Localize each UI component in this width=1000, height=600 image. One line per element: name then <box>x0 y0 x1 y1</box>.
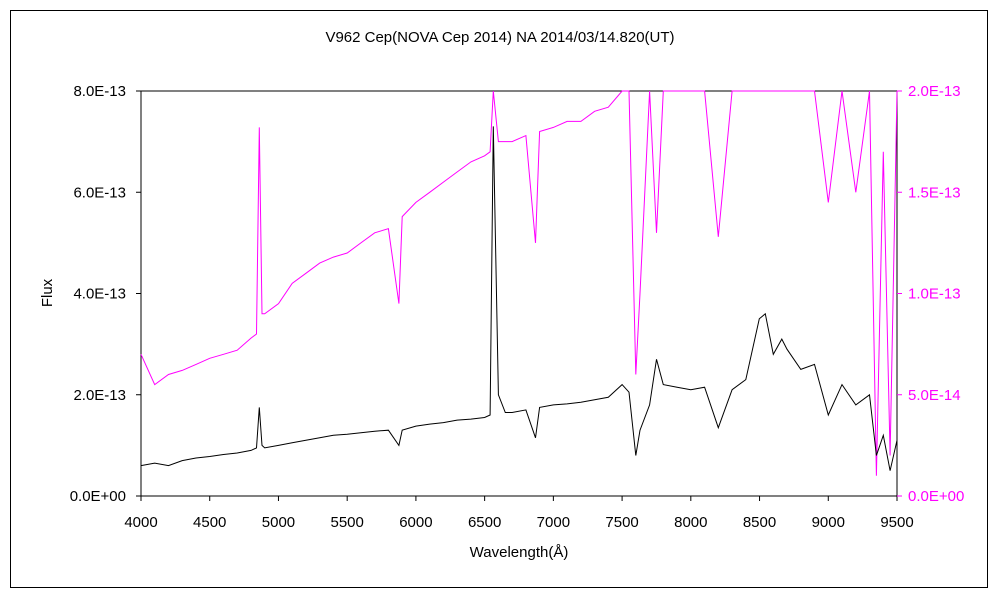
x-tick-label: 5500 <box>330 514 363 531</box>
y-left-tick-label: 4.0E-13 <box>73 286 126 303</box>
y-left-tick-label: 6.0E-13 <box>73 184 126 201</box>
x-tick-label: 8000 <box>674 514 707 531</box>
y-axis-left-ticks: 0.0E+00 2.0E-13 4.0E-13 6.0E-13 8.0E-13 <box>70 83 141 505</box>
x-axis-ticks: 4000 4500 5000 5500 6000 6500 7000 7500 8000 8500… <box>124 496 914 531</box>
y-left-tick-label: 0.0E+00 <box>70 488 126 505</box>
series-line-left <box>140 126 898 471</box>
x-tick-label: 8500 <box>743 514 776 531</box>
x-tick-label: 4000 <box>124 514 157 531</box>
y-left-tick-label: 8.0E-13 <box>73 83 126 100</box>
x-tick-label: 4500 <box>193 514 226 531</box>
series-line-right <box>140 90 898 476</box>
x-tick-label: 6000 <box>399 514 432 531</box>
y-right-tick-label: 1.0E-13 <box>908 286 961 303</box>
chart-frame <box>10 10 988 588</box>
chart-title: V962 Cep(NOVA Cep 2014) NA 2014/03/14.82… <box>325 29 674 46</box>
plot-area <box>140 90 898 497</box>
y-left-tick-label: 2.0E-13 <box>73 387 126 404</box>
x-tick-label: 7000 <box>537 514 570 531</box>
y-right-tick-label: 0.0E+00 <box>908 488 964 505</box>
x-tick-label: 5000 <box>262 514 295 531</box>
series-layer <box>140 90 898 476</box>
y-right-tick-label: 1.5E-13 <box>908 184 961 201</box>
y-axis-title: Flux <box>39 278 56 307</box>
y-right-tick-label: 2.0E-13 <box>908 83 961 100</box>
y-axis-right-ticks: 0.0E+00 5.0E-14 1.0E-13 1.5E-13 2.0E-13 <box>897 83 964 505</box>
x-tick-label: 9000 <box>812 514 845 531</box>
y-right-tick-label: 5.0E-14 <box>908 387 961 404</box>
x-tick-label: 7500 <box>605 514 638 531</box>
x-axis-title: Wavelength(Å) <box>470 544 569 561</box>
x-tick-label: 6500 <box>468 514 501 531</box>
x-tick-label: 9500 <box>880 514 913 531</box>
